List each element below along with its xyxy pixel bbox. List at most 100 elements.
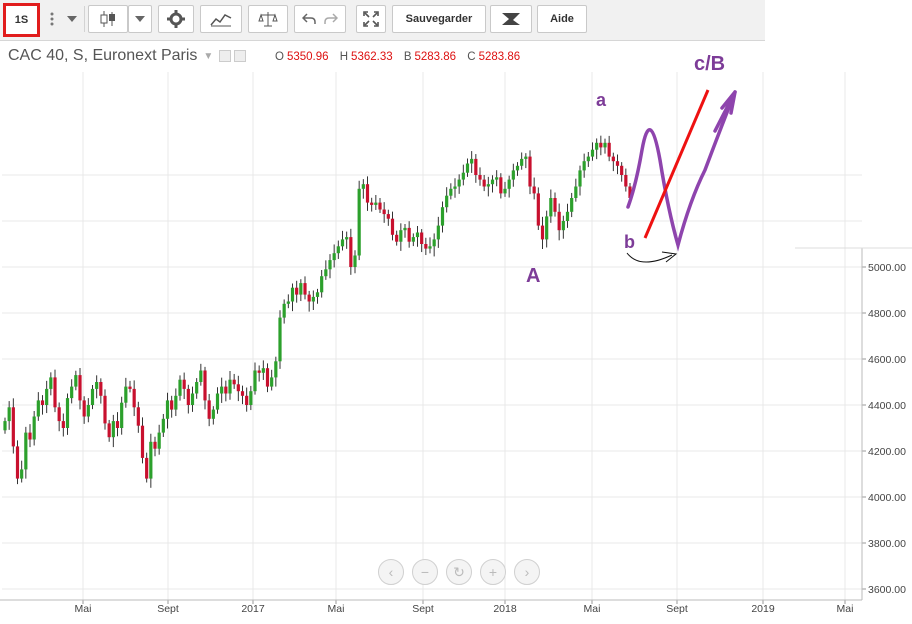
candle-body xyxy=(245,395,249,405)
candle-body xyxy=(257,370,261,373)
candle-body xyxy=(540,225,545,240)
curve-arrowhead xyxy=(661,251,678,263)
candle-body xyxy=(270,377,274,387)
y-tick-label: 4000.00 xyxy=(868,492,906,504)
help-label: Aide xyxy=(550,13,574,25)
scroll-left-button[interactable]: ‹ xyxy=(378,559,404,585)
candle-body xyxy=(220,386,224,394)
right-icon: › xyxy=(524,564,530,580)
candle-body xyxy=(182,379,186,389)
candle-body xyxy=(190,393,195,405)
candle-body xyxy=(261,368,265,373)
help-button[interactable]: Aide xyxy=(537,5,587,33)
reset-icon: ↻ xyxy=(453,563,465,580)
candle-body xyxy=(507,179,511,189)
candle-body xyxy=(178,379,182,396)
candle-body xyxy=(436,225,440,240)
candle-body xyxy=(265,368,270,387)
candle-body xyxy=(28,432,32,440)
candle-body xyxy=(453,186,457,189)
candle-body xyxy=(424,244,428,249)
save-button[interactable]: Sauvegarder xyxy=(392,5,486,33)
candle-body xyxy=(549,198,553,217)
candle-body xyxy=(336,246,340,254)
x-axis: Mai Sept 2017 Mai Sept 2018 Mai Sept 2019 Mai xyxy=(0,599,862,615)
candle-body xyxy=(607,142,611,157)
compare-icon[interactable] xyxy=(248,5,288,33)
candle-body xyxy=(90,388,95,405)
close-icon[interactable] xyxy=(234,50,247,62)
candle-body xyxy=(320,276,324,293)
candle-body xyxy=(315,292,320,297)
y-tick-label: 5000.00 xyxy=(868,262,906,274)
candle-body xyxy=(474,158,478,175)
candle-body xyxy=(65,398,70,428)
candle-body xyxy=(615,161,620,166)
undo-icon[interactable] xyxy=(302,13,316,25)
fullscreen-icon[interactable] xyxy=(356,5,386,33)
scroll-right-button[interactable]: › xyxy=(514,559,540,585)
zoom-out-button[interactable]: − xyxy=(412,559,438,585)
candle-body xyxy=(286,301,290,304)
zoom-in-button[interactable]: + xyxy=(480,559,506,585)
x-tick-label: Sept xyxy=(157,603,179,615)
candle-body xyxy=(370,202,374,205)
candle-body xyxy=(140,425,145,458)
indicators-icon[interactable] xyxy=(200,5,242,33)
gear-icon[interactable] xyxy=(158,5,194,33)
candle-body xyxy=(186,388,190,405)
candle-body xyxy=(20,469,24,479)
candle-body xyxy=(461,172,465,180)
candle-body xyxy=(515,165,520,171)
candle-body xyxy=(170,400,174,410)
candle-body xyxy=(470,158,474,164)
grid xyxy=(2,72,862,600)
symbol-title[interactable]: CAC 40, S, Euronext Paris xyxy=(8,47,198,64)
candle-body xyxy=(240,391,245,396)
candle-body xyxy=(203,370,207,401)
candle-body xyxy=(420,232,424,244)
candle-body xyxy=(561,221,565,231)
snapshot-icon[interactable] xyxy=(490,5,532,33)
divider xyxy=(84,6,85,32)
candle-body xyxy=(582,161,586,171)
interval-button[interactable]: 1S xyxy=(3,3,40,37)
reset-button[interactable]: ↻ xyxy=(446,559,472,585)
candle-body xyxy=(157,432,161,449)
candle-body xyxy=(395,234,399,242)
close-value: 5283.86 xyxy=(478,51,521,63)
candle-body xyxy=(399,230,403,242)
close-key: C xyxy=(467,51,476,63)
candle-body xyxy=(340,239,345,247)
dropdown-icon[interactable] xyxy=(128,5,152,33)
candle-body xyxy=(32,416,36,440)
candle-body xyxy=(595,142,599,150)
candle-body xyxy=(536,193,540,226)
candle-body xyxy=(528,156,532,187)
chevron-down-icon[interactable]: ▼ xyxy=(203,50,214,62)
candle-body xyxy=(136,407,140,426)
low-value: 5283.86 xyxy=(414,51,457,63)
candle-body xyxy=(11,407,15,447)
candle-body xyxy=(45,388,49,405)
candle-body xyxy=(457,179,461,187)
dropdown-icon[interactable] xyxy=(61,5,83,33)
wave-path xyxy=(626,90,737,252)
high-value: 5362.33 xyxy=(351,51,393,63)
more-vert-icon[interactable] xyxy=(43,5,61,33)
candle-body xyxy=(545,216,549,240)
settings-icon[interactable] xyxy=(219,50,232,62)
candle-body xyxy=(211,409,215,419)
wave-label-A: A xyxy=(526,265,540,287)
candle-body xyxy=(324,269,328,277)
candle-body xyxy=(620,165,624,175)
candle-body xyxy=(115,421,120,428)
candle-body xyxy=(511,170,515,180)
ohlc-readout: O 5350.96 H 5362.33 B 5283.86 C 5283.86 xyxy=(275,51,528,63)
toolbar: 1S Sauvegarder Aide xyxy=(0,0,765,41)
candles-icon[interactable] xyxy=(88,5,128,33)
candle-body xyxy=(228,379,232,394)
candle-body xyxy=(440,207,445,226)
redo-icon[interactable] xyxy=(324,13,338,25)
